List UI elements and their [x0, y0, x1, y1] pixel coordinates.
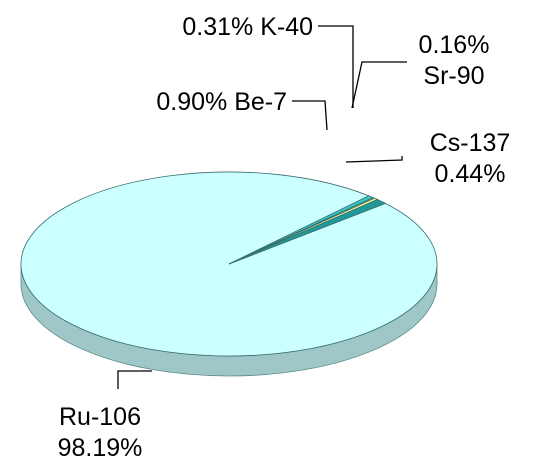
slice-name-cs-137: Cs-137	[430, 129, 511, 157]
slice-value-cs-137: 0.44%	[435, 160, 506, 188]
slice-label-be-7: 0.90% Be-7	[156, 88, 287, 116]
pie-slice-ru-106	[20, 171, 438, 357]
leader-line-cs-137	[345, 156, 403, 163]
leader-line-ru-106	[117, 370, 152, 389]
leader-line-k-40	[318, 25, 354, 108]
slice-value-sr-90: 0.16%	[419, 31, 490, 59]
leader-line-be-7	[292, 100, 328, 131]
slice-value-ru-106: 98.19%	[58, 434, 143, 462]
slice-name-ru-106: Ru-106	[59, 403, 141, 431]
slice-name-sr-90: Sr-90	[423, 62, 484, 90]
slice-label-k-40: 0.31% K-40	[182, 13, 313, 41]
pie-slice-be-7	[228, 199, 387, 265]
leader-line-sr-90	[351, 61, 407, 109]
